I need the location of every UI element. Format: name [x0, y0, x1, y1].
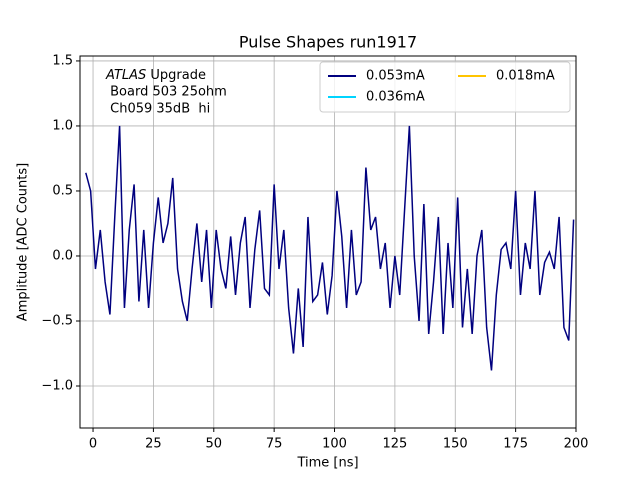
x-tick-label: 150 — [443, 437, 468, 452]
legend-label: 0.018mA — [496, 69, 555, 84]
plot-frame — [79, 55, 577, 429]
data-line — [85, 125, 575, 371]
y-tick-label: 0.0 — [52, 248, 73, 263]
x-tick-label: 0 — [89, 437, 97, 452]
x-tick-label: 75 — [266, 437, 283, 452]
legend-box — [319, 61, 571, 113]
y-tick-label: 1.5 — [52, 53, 73, 68]
x-tick-label: 175 — [503, 437, 528, 452]
annotation-italic: ATLAS — [105, 68, 146, 83]
y-tick-label: −1.0 — [41, 379, 73, 394]
x-tick-label: 25 — [145, 437, 162, 452]
y-tick-label: 1.0 — [52, 118, 73, 133]
annotation-text: Upgrade — [146, 68, 206, 83]
x-tick-label: 125 — [382, 437, 407, 452]
annotation: ATLAS Upgrade — [105, 68, 206, 83]
annotation: Ch059 35dB hi — [106, 102, 210, 117]
x-tick-label: 100 — [322, 437, 347, 452]
annotation: Board 503 25ohm — [106, 85, 227, 100]
legend-label: 0.036mA — [366, 90, 425, 105]
x-axis-label: Time [ns] — [296, 456, 358, 471]
legend-label: 0.053mA — [366, 69, 425, 84]
chart-title: Pulse Shapes run1917 — [239, 33, 417, 52]
y-tick-label: 0.5 — [52, 183, 73, 198]
y-axis-label: Amplitude [ADC Counts] — [16, 163, 31, 321]
x-tick-label: 50 — [206, 437, 223, 452]
x-tick-label: 200 — [564, 437, 589, 452]
y-tick-label: −0.5 — [41, 313, 73, 328]
